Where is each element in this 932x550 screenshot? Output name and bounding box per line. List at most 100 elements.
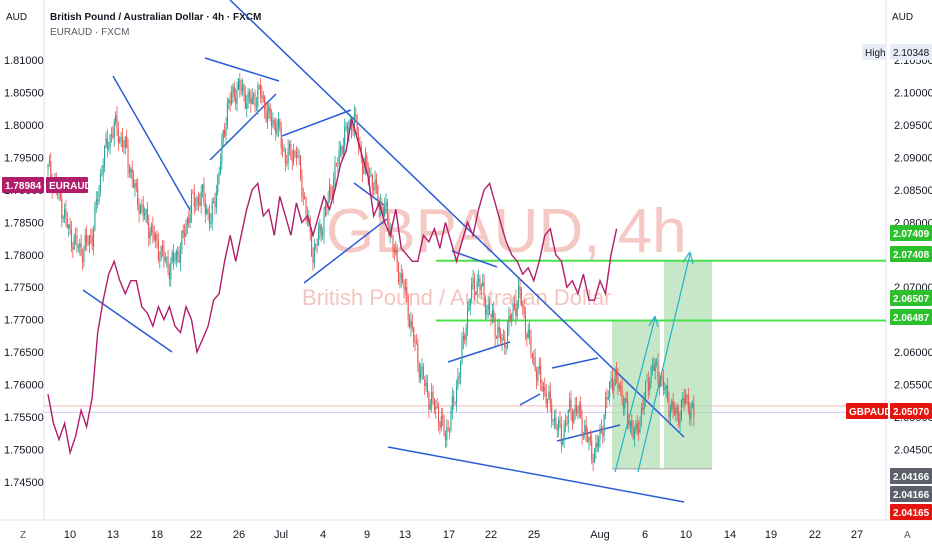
candle-body: [341, 146, 343, 155]
candle-body: [529, 329, 531, 336]
candle-body: [384, 205, 386, 216]
candle-body: [563, 425, 565, 441]
candle-body: [414, 341, 416, 343]
candle-body: [112, 134, 114, 138]
candle-body: [48, 161, 50, 164]
candle-body: [410, 320, 412, 328]
candle-body: [523, 306, 525, 315]
candle-body: [262, 96, 264, 99]
left-axis-currency: AUD: [6, 12, 27, 23]
candle-body: [242, 84, 244, 91]
left-axis-tick-label: 1.81000: [4, 55, 44, 67]
right-axis-tick-label: 2.06000: [894, 347, 932, 359]
candle-body: [298, 155, 300, 157]
time-axis-tick-label: 25: [528, 529, 540, 541]
candle-body: [466, 310, 469, 329]
trend-line: [519, 393, 541, 406]
left-axis-tick-label: 1.75500: [4, 412, 44, 424]
candle-body: [319, 224, 321, 232]
candle-body: [217, 175, 219, 193]
candle-body: [188, 218, 190, 223]
auto-scale-toggle-icon[interactable]: A: [904, 530, 911, 541]
candle-body: [462, 335, 464, 341]
candle-body: [375, 179, 377, 186]
candle-body: [476, 281, 478, 295]
candle-body: [160, 246, 162, 259]
candle-body: [173, 252, 175, 261]
left-axis-tick-label: 1.78000: [4, 250, 44, 262]
price-tag-box: [890, 290, 932, 306]
candle-body: [178, 255, 180, 263]
candle-body: [302, 196, 304, 198]
candle-body: [230, 94, 233, 105]
price-tag-label: 2.06487: [893, 313, 930, 324]
candle-body: [381, 202, 383, 209]
candle-body: [323, 215, 325, 235]
candle-body: [219, 162, 222, 173]
candle-body: [402, 273, 404, 283]
candle-body: [447, 427, 449, 429]
candle-body: [620, 385, 622, 388]
time-axis-tick-label: Aug: [590, 529, 610, 541]
candle-body: [315, 244, 317, 247]
left-axis-tick-label: 1.77500: [4, 282, 44, 294]
auto-scale-icon[interactable]: Z: [20, 530, 26, 541]
candle-body: [404, 286, 406, 290]
candle-body: [662, 378, 665, 390]
left-axis-tick-label: 1.80500: [4, 88, 44, 100]
price-tag-box: [890, 44, 932, 60]
candle-body: [64, 209, 66, 217]
time-axis-tick-label: 22: [809, 529, 821, 541]
candle-body: [504, 338, 506, 348]
symbol-title[interactable]: British Pound / Australian Dollar · 4h ·…: [50, 12, 261, 23]
candle-body: [316, 244, 318, 246]
projection-arrow-1: [614, 317, 656, 473]
candle-body: [464, 335, 466, 341]
candle-body: [549, 391, 551, 405]
candle-body: [440, 416, 442, 428]
candle-body: [552, 420, 554, 422]
candle-body: [428, 392, 430, 410]
candle-body: [629, 421, 631, 427]
candle-body: [465, 328, 467, 341]
compare-symbol-label[interactable]: EURAUD · FXCM: [50, 27, 129, 38]
candle-body: [422, 366, 424, 380]
candle-body: [489, 304, 491, 315]
candle-body: [577, 409, 579, 413]
candle-body: [625, 398, 627, 401]
candle-body: [195, 205, 197, 207]
candle-body: [520, 290, 522, 306]
candle-body: [421, 366, 423, 372]
candle-body: [251, 96, 253, 104]
candle-body: [157, 241, 159, 260]
left-price-axis[interactable]: 1.810001.805001.800001.795001.790001.785…: [4, 55, 44, 489]
candle-body: [138, 205, 140, 214]
candle-body: [168, 272, 170, 280]
candle-body: [435, 406, 437, 410]
candle-body: [574, 405, 576, 412]
candle-body: [382, 208, 384, 216]
candle-body: [150, 224, 153, 232]
price-tag-label: 2.04166: [893, 490, 930, 501]
candle-body: [411, 320, 413, 328]
candle-body: [228, 100, 230, 103]
price-tag-label: 2.04165: [893, 508, 930, 519]
candle-body: [287, 147, 289, 163]
candle-body: [84, 234, 86, 247]
candle-body: [184, 232, 186, 237]
candle-body: [650, 366, 652, 383]
candle-body: [124, 136, 126, 147]
candle-body: [304, 196, 306, 200]
candle-body: [68, 224, 70, 228]
candle-body: [611, 377, 613, 391]
time-axis[interactable]: 10 13 18 22 26 Jul 4 9 13 17 22 25 Aug 6 10 14 19 22 27: [64, 529, 863, 541]
candle-body: [70, 229, 73, 247]
candle-body: [337, 163, 339, 165]
candle-body: [391, 231, 393, 236]
time-axis-tick-label: 4: [320, 529, 326, 541]
candle-body: [106, 138, 108, 149]
candle-body: [455, 386, 458, 403]
candle-body: [371, 174, 373, 188]
candle-body: [139, 204, 142, 214]
